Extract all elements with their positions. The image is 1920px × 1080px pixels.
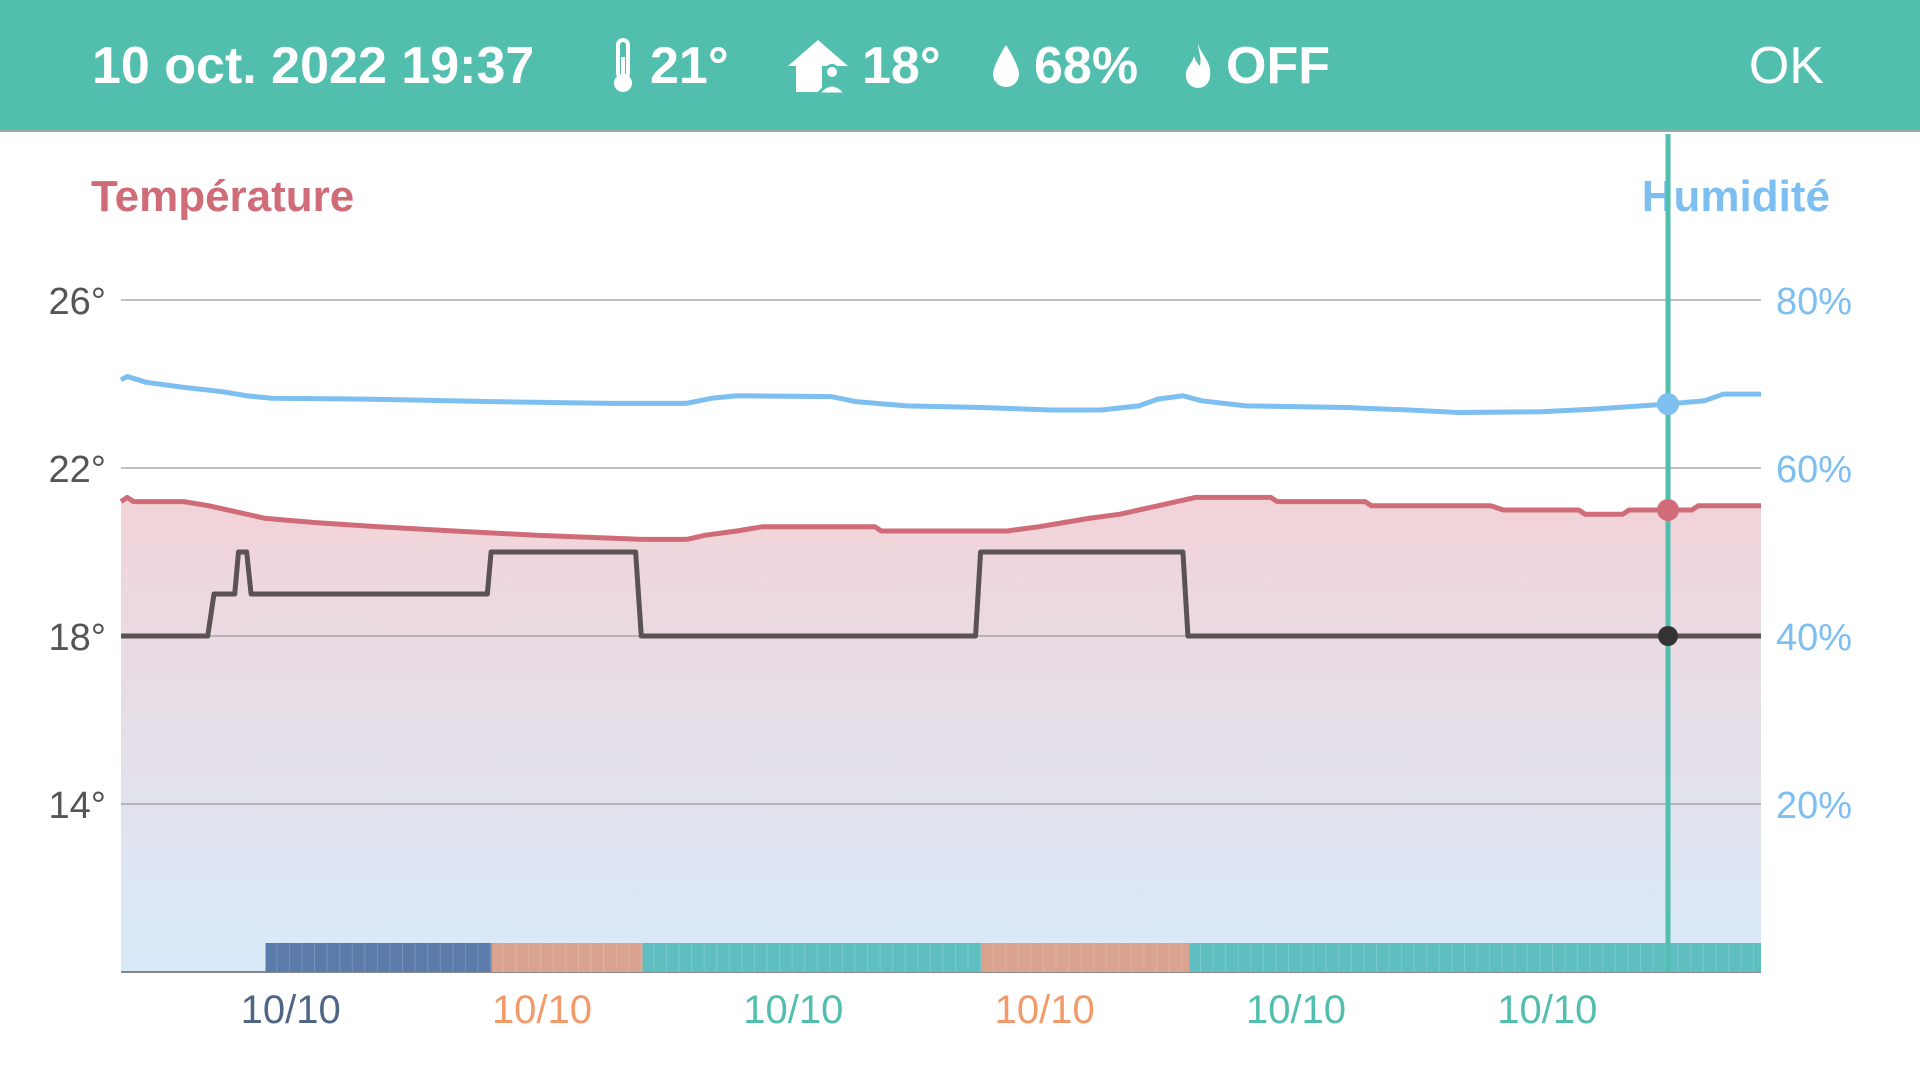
- temperature-area: [121, 497, 1761, 972]
- y-right-tick-label: 80%: [1776, 281, 1852, 323]
- water-drop-icon: [993, 45, 1019, 87]
- indoor-temperature: 21°: [608, 0, 729, 132]
- humidity: 68%: [990, 0, 1138, 132]
- x-tick-label: 10/10: [1246, 988, 1346, 1032]
- mode-band-segment: [491, 943, 643, 972]
- y-left-tick-label: 22°: [49, 449, 106, 491]
- y-right-tick-label: 60%: [1776, 449, 1852, 491]
- mode-band-segment: [642, 943, 982, 972]
- datetime: 10 oct. 2022 19:37: [92, 0, 534, 132]
- mode-band-segment: [1189, 943, 1761, 972]
- humidity-line: [119, 373, 1761, 416]
- thermometer-icon: [614, 38, 632, 92]
- y-left-tick-label: 26°: [49, 281, 106, 323]
- setpoint-value: 18°: [862, 37, 941, 95]
- temperature-line: [119, 494, 1761, 542]
- x-tick-label: 10/10: [995, 988, 1095, 1032]
- y-left-tick-label: 14°: [49, 785, 106, 827]
- mode-band-segment: [981, 943, 1190, 972]
- x-tick-label: 10/10: [492, 988, 592, 1032]
- humidity-cursor-point: [1657, 393, 1680, 416]
- temperature-axis-title: Température: [91, 172, 355, 221]
- x-tick-label: 10/10: [1497, 988, 1597, 1032]
- datetime-text: 10 oct. 2022 19:37: [92, 37, 535, 95]
- temperature-cursor-point: [1657, 499, 1680, 521]
- humidity-axis-title: Humidité: [1641, 172, 1830, 221]
- x-tick-label: 10/10: [743, 988, 843, 1032]
- heating-value: OFF: [1226, 37, 1330, 95]
- y-right-tick-label: 40%: [1776, 617, 1852, 659]
- y-left-tick-label: 18°: [49, 617, 106, 659]
- x-tick-label: 10/10: [241, 988, 341, 1032]
- home-person-icon: [788, 40, 848, 94]
- setpoint-cursor-point: [1658, 626, 1679, 646]
- heating-status: OFF: [1182, 0, 1330, 132]
- indoor-temp-value: 21°: [650, 37, 729, 95]
- setpoint: 18°: [786, 0, 941, 132]
- ok-button[interactable]: OK: [1748, 37, 1824, 95]
- humidity-value: 68%: [1034, 37, 1139, 95]
- y-right-tick-label: 20%: [1776, 785, 1852, 827]
- setpoint-line: [121, 549, 1761, 639]
- status-header: 10 oct. 2022 19:37 21° 18° 68% OFF OK: [0, 0, 1920, 132]
- mode-band-segment: [265, 943, 492, 972]
- flame-icon: [1185, 44, 1211, 88]
